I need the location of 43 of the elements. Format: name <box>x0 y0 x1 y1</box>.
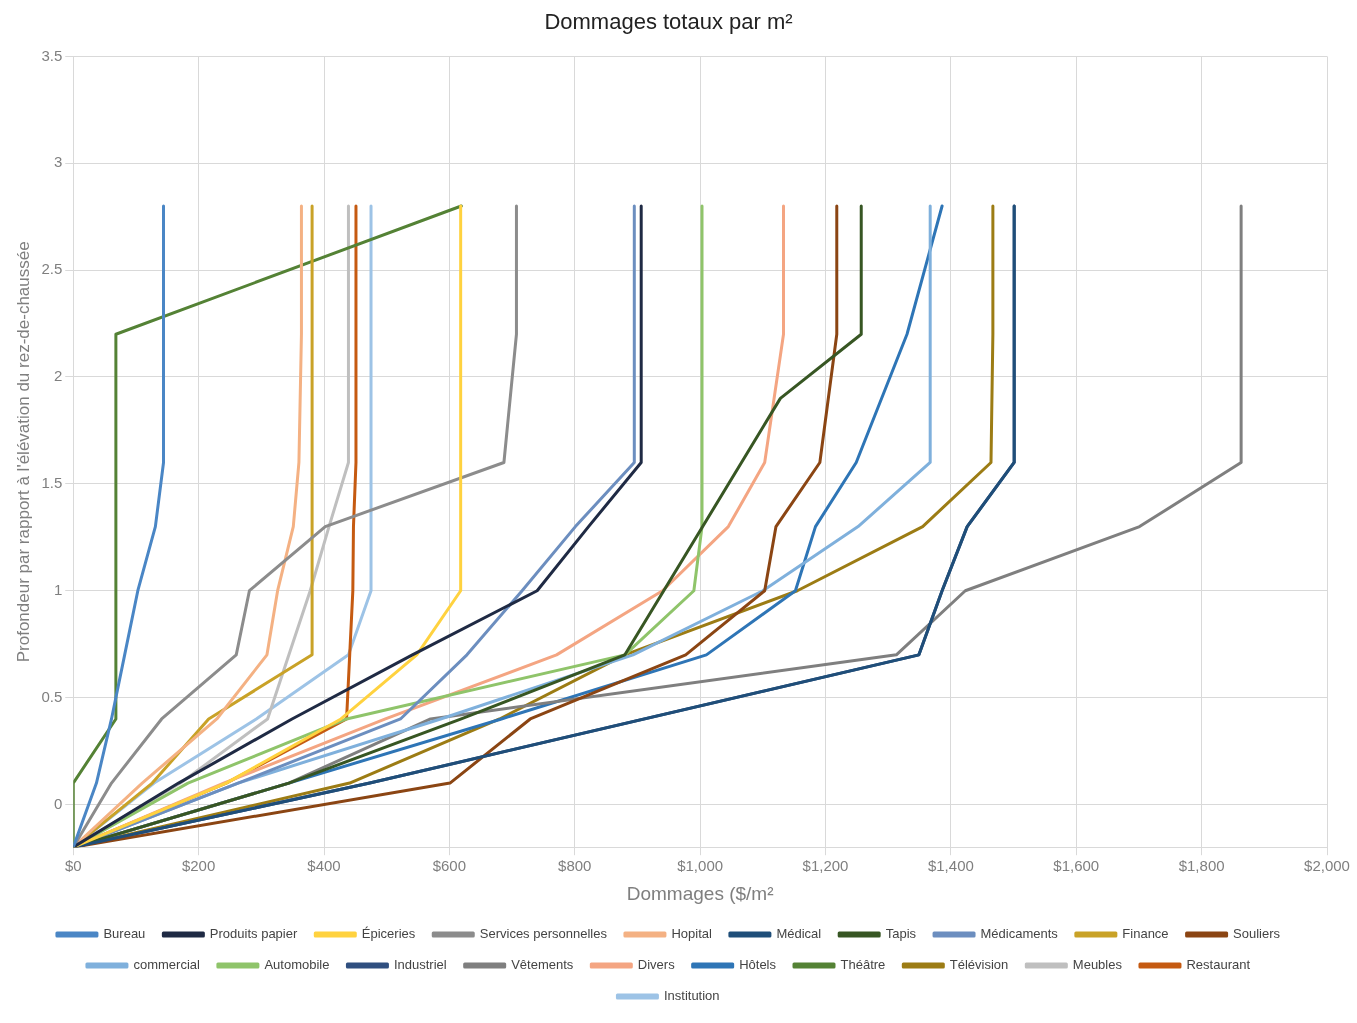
x-tick-label: $0 <box>64 857 82 875</box>
x-tick-label: $1,200 <box>802 857 849 875</box>
x-tick-label: $200 <box>181 857 216 875</box>
legend-label: Services personnelles <box>479 926 608 942</box>
y-tick-label: 1 <box>53 580 63 598</box>
legend-label: Meubles <box>1072 957 1123 973</box>
chart-title: Dommages totaux par m² <box>544 9 793 35</box>
legend-label: Hôtels <box>739 957 777 973</box>
x-tick-label: $400 <box>307 857 341 875</box>
x-tick-label: $1,400 <box>927 857 974 875</box>
x-tick-label: $1,800 <box>1178 857 1225 875</box>
legend-label: Souliers <box>1233 926 1281 942</box>
y-tick-label: 1.5 <box>41 474 63 491</box>
legend-label: Hopital <box>671 926 713 942</box>
legend-label: Institution <box>663 988 720 1004</box>
y-tick-label: 3 <box>53 153 63 171</box>
x-tick-label: $2,000 <box>1304 857 1350 875</box>
legend-label: Médicaments <box>980 926 1059 942</box>
legend-label: Produits papier <box>209 926 298 942</box>
y-tick-label: 2 <box>53 367 63 385</box>
legend-label: commercial <box>133 957 200 973</box>
legend-label: Vêtements <box>511 957 574 973</box>
legend-label: Épiceries <box>361 926 416 942</box>
legend-label: Finance <box>1122 926 1169 942</box>
legend-label: Divers <box>637 957 676 973</box>
y-tick-label: 0 <box>53 794 63 812</box>
x-tick-label: $800 <box>558 857 592 875</box>
legend-label: Théâtre <box>840 957 886 973</box>
legend-label: Tapis <box>885 926 917 942</box>
x-tick-label: $1,000 <box>677 857 724 875</box>
x-tick-label: $600 <box>432 857 467 875</box>
y-axis-title: Profondeur par rapport à l'élévation du rez-de-chaussée <box>13 241 33 663</box>
y-tick-label: 0.5 <box>41 687 63 705</box>
legend-label: Automobile <box>264 957 330 973</box>
legend-label: Industriel <box>393 957 447 973</box>
y-tick-label: 3.5 <box>41 46 63 64</box>
legend-label: Restaurant <box>1186 957 1251 973</box>
legend-label: Bureau <box>103 926 146 942</box>
x-axis-title: Dommages ($/m² <box>626 882 774 904</box>
legend-label: Télévision <box>949 957 1009 973</box>
legend-label: Médical <box>776 926 822 942</box>
x-tick-label: $1,600 <box>1053 857 1100 875</box>
y-tick-label: 2.5 <box>41 260 63 278</box>
